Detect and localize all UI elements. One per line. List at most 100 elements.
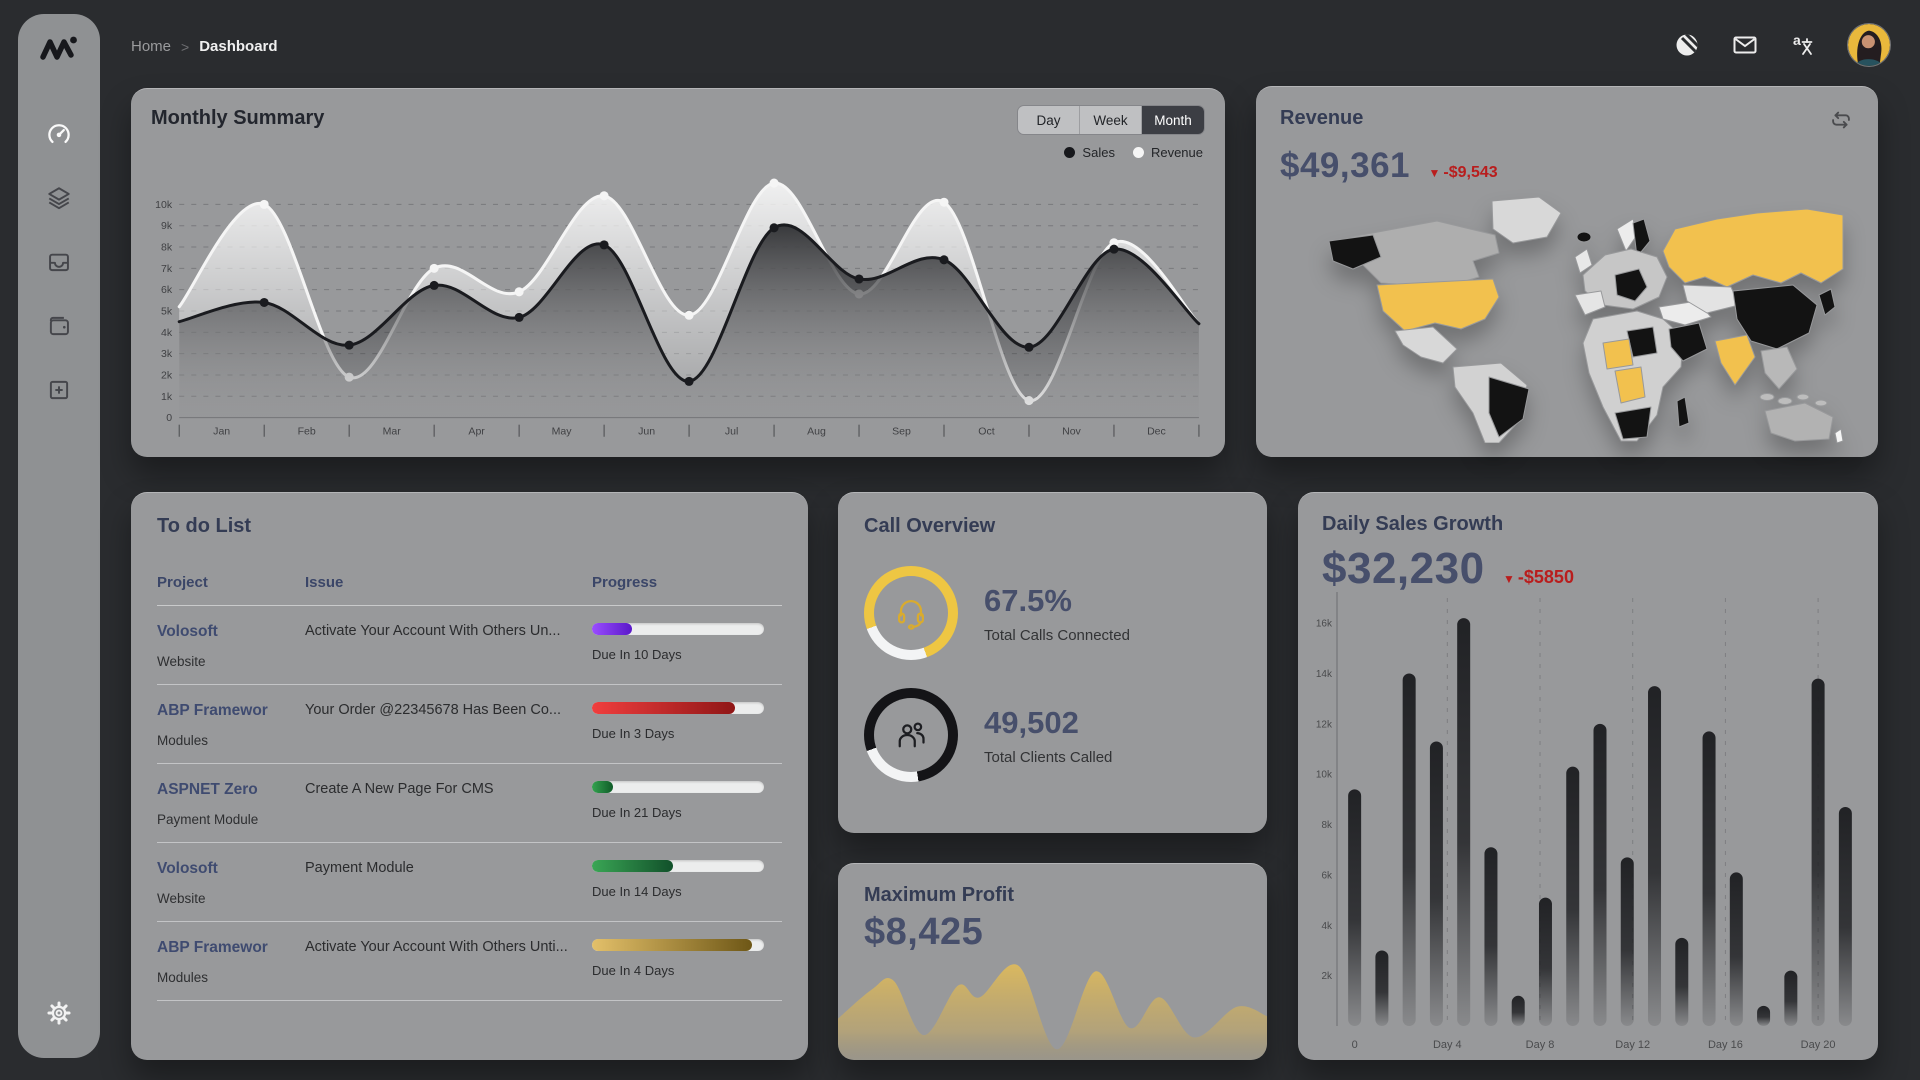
due-label: Due In 10 Days bbox=[592, 647, 682, 662]
page-title: Dashboard bbox=[199, 38, 278, 55]
svg-text:Jun: Jun bbox=[638, 426, 655, 438]
due-label: Due In 3 Days bbox=[592, 726, 675, 741]
daily-bar-chart: 0 Day 4 Day 8 Day 12 Day 16 Day 20 2k 4k 6k 8k 10k… bbox=[1316, 592, 1852, 1051]
project-sub-label: Modules bbox=[157, 970, 209, 985]
card-title: Daily Sales Growth bbox=[1322, 513, 1504, 535]
svg-text:4k: 4k bbox=[161, 327, 173, 339]
layers-icon bbox=[46, 185, 72, 216]
issue-text: Create A New Page For CMS bbox=[305, 781, 494, 797]
issue-text: Activate Your Account With Others Un... bbox=[305, 623, 561, 639]
table-row: Volosoft Website Activate Your Account Wit… bbox=[157, 606, 782, 685]
headset-icon bbox=[864, 566, 958, 660]
breadcrumb-separator: > bbox=[181, 38, 190, 55]
svg-text:9k: 9k bbox=[161, 220, 173, 232]
svg-text:Jan: Jan bbox=[213, 426, 230, 438]
svg-text:Oct: Oct bbox=[978, 426, 994, 438]
table-row: ABP Framewor Modules Activate Your Account… bbox=[157, 922, 782, 1001]
svg-text:10k: 10k bbox=[1316, 770, 1333, 781]
settings-button[interactable] bbox=[45, 999, 73, 1032]
progress-bar bbox=[592, 860, 764, 872]
svg-text:a: a bbox=[1793, 32, 1801, 48]
svg-text:7k: 7k bbox=[161, 263, 173, 275]
svg-text:14k: 14k bbox=[1316, 669, 1333, 680]
daily-sales-value: $32,230 bbox=[1322, 544, 1485, 593]
world-map bbox=[1328, 196, 1844, 443]
calls-connected-stat: 67.5% Total Calls Connected bbox=[864, 566, 1241, 660]
speedometer-icon bbox=[45, 120, 73, 153]
svg-text:Apr: Apr bbox=[468, 426, 485, 438]
revenue-legend-label: Revenue bbox=[1150, 145, 1203, 160]
svg-text:Day 12: Day 12 bbox=[1615, 1039, 1650, 1051]
svg-text:Dec: Dec bbox=[1147, 426, 1166, 438]
progress-bar bbox=[592, 623, 764, 635]
breadcrumb-home-link[interactable]: Home bbox=[131, 38, 172, 55]
max-profit-card: Maximum Profit $8,425 bbox=[838, 863, 1267, 1060]
svg-text:16k: 16k bbox=[1316, 619, 1333, 630]
inbox-icon bbox=[46, 249, 72, 280]
due-label: Due In 21 Days bbox=[592, 805, 682, 820]
card-title: Monthly Summary bbox=[151, 107, 325, 129]
contrast-icon bbox=[1676, 34, 1698, 56]
sidebar bbox=[18, 14, 100, 1058]
svg-text:5k: 5k bbox=[161, 306, 173, 318]
issue-text: Payment Module bbox=[305, 860, 414, 876]
calls-connected-ring bbox=[864, 566, 958, 660]
project-sub-label: Website bbox=[157, 891, 206, 906]
due-label: Due In 14 Days bbox=[592, 884, 682, 899]
project-link[interactable]: ABP Framewor bbox=[157, 702, 268, 719]
profit-wave-chart bbox=[838, 964, 1267, 1060]
svg-text:8k: 8k bbox=[1321, 820, 1333, 831]
range-option-week[interactable]: Week bbox=[1080, 106, 1142, 134]
due-label: Due In 4 Days bbox=[592, 963, 675, 978]
monthly-summary-card: Monthly Summary Day Week Month Sales Rev… bbox=[131, 88, 1225, 457]
svg-text:Jul: Jul bbox=[725, 426, 738, 438]
language-button[interactable]: a bbox=[1790, 32, 1816, 58]
sidebar-item-layers[interactable] bbox=[42, 183, 76, 217]
revenue-value: $49,361 bbox=[1280, 146, 1411, 185]
project-sub-label: Payment Module bbox=[157, 812, 259, 827]
calls-connected-label: Total Calls Connected bbox=[984, 626, 1130, 644]
user-avatar[interactable] bbox=[1848, 24, 1890, 66]
svg-text:4k: 4k bbox=[1321, 921, 1333, 932]
card-title: Call Overview bbox=[864, 515, 996, 537]
progress-bar bbox=[592, 702, 764, 714]
project-link[interactable]: Volosoft bbox=[157, 860, 218, 877]
sidebar-item-add[interactable] bbox=[42, 375, 76, 409]
card-title: Revenue bbox=[1280, 107, 1364, 129]
calls-connected-value: 67.5% bbox=[984, 582, 1072, 618]
progress-bar bbox=[592, 939, 764, 951]
revenue-legend-dot bbox=[1132, 147, 1144, 158]
repeat-icon bbox=[1832, 111, 1850, 129]
todo-card: To do List Project Issue Progress Voloso… bbox=[131, 492, 808, 1060]
refresh-button[interactable] bbox=[1828, 107, 1854, 138]
project-link[interactable]: ABP Framewor bbox=[157, 939, 268, 956]
svg-text:12k: 12k bbox=[1316, 719, 1333, 730]
range-option-month[interactable]: Month bbox=[1142, 106, 1204, 134]
clients-called-label: Total Clients Called bbox=[984, 748, 1113, 766]
sidebar-item-wallet[interactable] bbox=[42, 311, 76, 345]
sales-legend-dot bbox=[1064, 147, 1076, 158]
sidebar-item-inbox[interactable] bbox=[42, 247, 76, 281]
svg-text:Sep: Sep bbox=[892, 426, 911, 438]
chart-legend: Sales Revenue bbox=[1064, 145, 1203, 160]
svg-text:6k: 6k bbox=[161, 284, 173, 296]
project-link[interactable]: ASPNET Zero bbox=[157, 781, 258, 798]
project-link[interactable]: Volosoft bbox=[157, 623, 218, 640]
clients-called-ring bbox=[864, 688, 958, 782]
app-logo[interactable] bbox=[39, 34, 79, 67]
down-arrow-icon: ▼ bbox=[1428, 166, 1441, 180]
svg-text:10k: 10k bbox=[155, 199, 173, 211]
column-project: Project bbox=[157, 574, 208, 591]
contrast-toggle-button[interactable] bbox=[1674, 32, 1700, 58]
progress-bar bbox=[592, 781, 764, 793]
breadcrumb: Home > Dashboard bbox=[131, 38, 278, 55]
translate-icon: a bbox=[1793, 32, 1813, 55]
svg-text:0: 0 bbox=[1352, 1039, 1358, 1051]
sidebar-item-dashboard[interactable] bbox=[42, 119, 76, 153]
clients-called-stat: 49,502 Total Clients Called bbox=[864, 688, 1241, 782]
issue-text: Activate Your Account With Others Unti..… bbox=[305, 939, 568, 955]
mail-button[interactable] bbox=[1732, 32, 1758, 58]
daily-sales-card: Daily Sales Growth $32,230 ▼ -$5850 0 Day … bbox=[1298, 492, 1878, 1060]
range-option-day[interactable]: Day bbox=[1018, 106, 1080, 134]
table-row: ASPNET Zero Payment Module Create A New Pa… bbox=[157, 764, 782, 843]
